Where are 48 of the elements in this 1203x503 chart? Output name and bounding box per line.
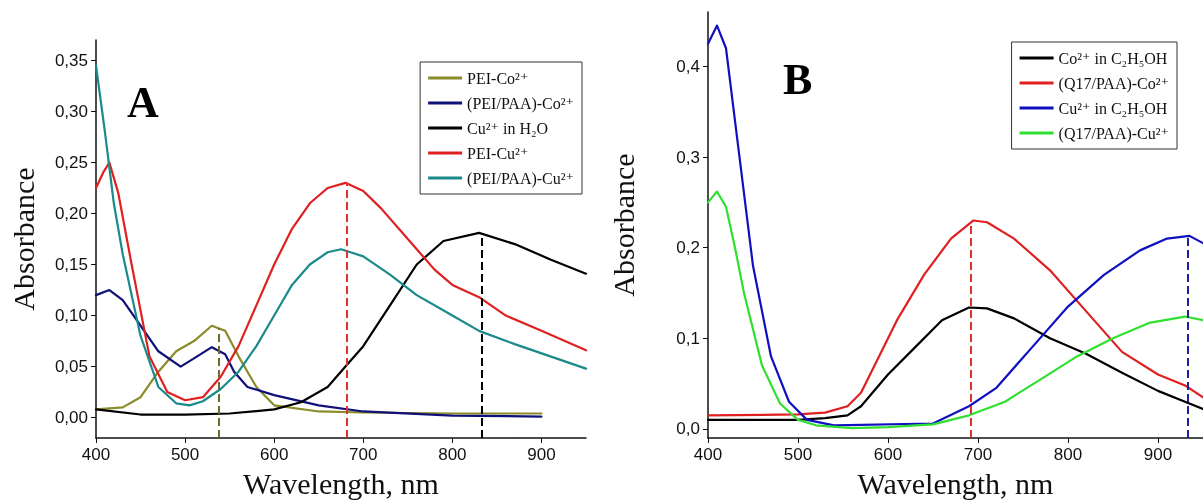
legend-label: (PEI/PAA)-Co²⁺ (467, 94, 575, 113)
x-tick-label: 500 (783, 445, 813, 464)
x-tick-label: 900 (1143, 445, 1173, 464)
y-tick-label: 0,4 (676, 56, 700, 76)
annotation: A (127, 77, 159, 127)
annotation: B (783, 54, 813, 104)
legend-label: Cu²⁺ in H₂O (467, 119, 549, 137)
x-tick-label: 500 (170, 445, 200, 464)
line-series (706, 219, 1203, 417)
y-tick-label: 0,20 (54, 203, 88, 223)
line-series (706, 306, 1203, 421)
line-series (706, 24, 1203, 427)
legend-label: (Q17/PAA)-Cu²⁺ (1058, 124, 1169, 143)
x-tick-label: 800 (438, 445, 467, 464)
y-tick-label: 0,15 (54, 255, 88, 275)
x-axis-title: Wavelength, nm (243, 466, 439, 500)
y-tick-label: 0,30 (54, 101, 88, 121)
x-axis-title: Wavelength, nm (857, 466, 1054, 500)
y-axis-title: Absorbance (606, 153, 640, 297)
x-tick-label: 700 (963, 445, 993, 464)
y-tick-label: 0,0 (676, 419, 700, 439)
legend-label: PEI-Co²⁺ (467, 69, 529, 87)
legend-label: Cu²⁺ in C₂H₅OH (1058, 99, 1168, 117)
y-tick-label: 0,00 (54, 408, 88, 428)
y-tick-label: 0,05 (54, 357, 88, 377)
x-tick-label: 400 (81, 445, 111, 464)
y-tick-label: 0,3 (676, 147, 700, 167)
x-tick-label: 600 (873, 445, 903, 464)
y-tick-label: 0,2 (676, 238, 700, 258)
x-tick-label: 400 (693, 445, 723, 464)
legend-label: (Q17/PAA)-Co²⁺ (1058, 74, 1169, 93)
y-axis-title: Absorbance (6, 167, 40, 311)
line-series (94, 64, 588, 407)
legend-label: (PEI/PAA)-Cu²⁺ (467, 169, 575, 188)
x-tick-label: 700 (349, 445, 378, 464)
x-tick-label: 800 (1053, 445, 1083, 464)
line-series (94, 231, 588, 416)
x-tick-label: 600 (259, 445, 289, 464)
line-series (94, 288, 543, 418)
line-series (94, 161, 588, 402)
y-tick-label: 0,10 (54, 306, 88, 326)
legend-label: Co²⁺ in C₂H₅OH (1058, 49, 1168, 67)
legend-label: PEI-Cu²⁺ (467, 144, 529, 162)
x-tick-label: 900 (527, 445, 556, 464)
y-tick-label: 0,35 (54, 50, 88, 70)
y-tick-label: 0,25 (54, 152, 88, 172)
y-tick-label: 0,1 (676, 328, 700, 348)
line-series (706, 190, 1203, 430)
